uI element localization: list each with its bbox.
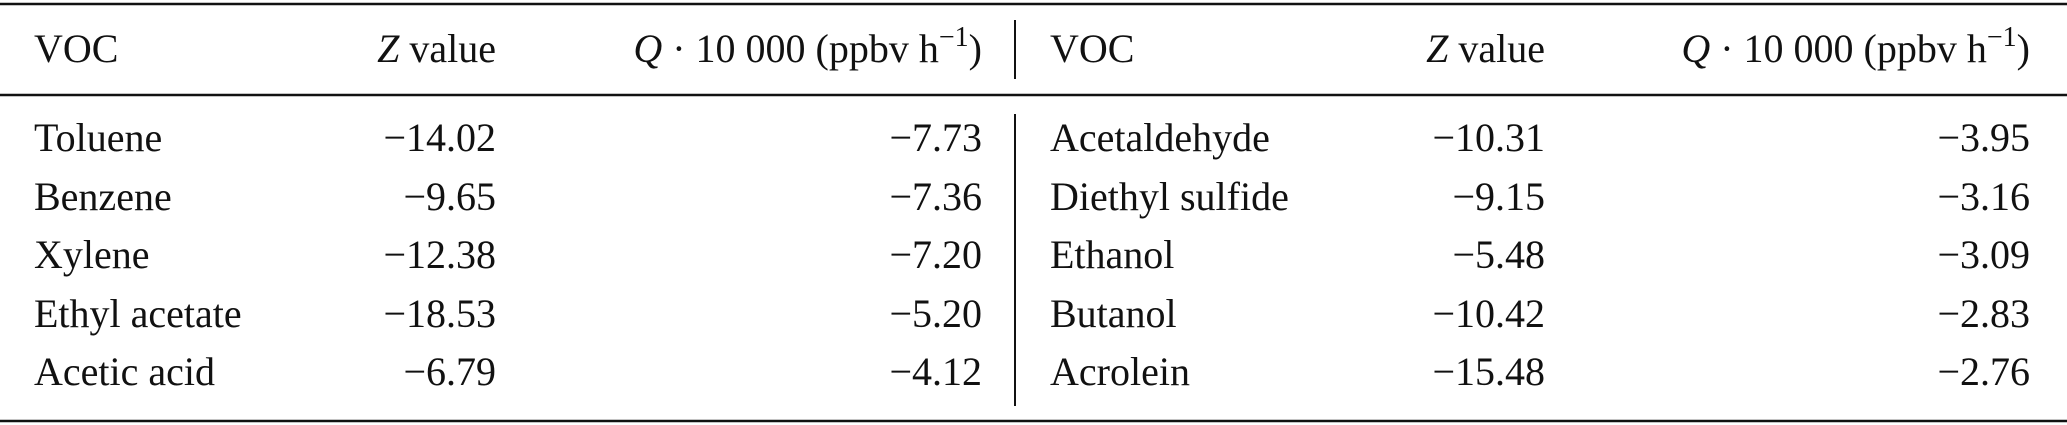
voc-name: Toluene (34, 115, 162, 160)
cell-value: −2.76 (1937, 349, 2030, 394)
cell-value: −9.15 (1452, 174, 1545, 219)
cell-value: −4.12 (889, 349, 982, 394)
header-symbol: Z (1426, 26, 1449, 71)
header-cell: Q · 10 000 (ppbv h−1) (633, 22, 982, 71)
header-superscript: −1 (939, 22, 969, 53)
header-symbol: Z (377, 26, 400, 71)
header-text: value (409, 26, 496, 71)
voc-name: Ethanol (1050, 232, 1174, 277)
voc-name: Benzene (34, 174, 172, 219)
header-text: value (1458, 26, 1545, 71)
header-superscript: −1 (1987, 22, 2017, 53)
cell-value: −10.31 (1432, 115, 1545, 160)
voc-name: Diethyl sulfide (1050, 174, 1289, 219)
cell-value: −5.20 (889, 291, 982, 336)
cell-value: −7.73 (889, 115, 982, 160)
voc-name: Acrolein (1050, 349, 1190, 394)
header-closing: ) (969, 26, 982, 71)
header-text: · 10 000 (ppbv h (1720, 26, 1987, 71)
cell-value: −3.09 (1937, 232, 2030, 277)
cell-value: −3.95 (1937, 115, 2030, 160)
cell-value: −7.20 (889, 232, 982, 277)
cell-value: −14.02 (383, 115, 496, 160)
header-closing: ) (2017, 26, 2030, 71)
header-text: · 10 000 (ppbv h (672, 26, 939, 71)
header-symbol: Q (633, 26, 662, 71)
cell-value: −7.36 (889, 174, 982, 219)
cell-value: −12.38 (383, 232, 496, 277)
voc-name: Acetaldehyde (1050, 115, 1270, 160)
cell-value: −10.42 (1432, 291, 1545, 336)
header-symbol: Q (1681, 26, 1710, 71)
cell-value: −2.83 (1937, 291, 2030, 336)
cell-value: −3.16 (1937, 174, 2030, 219)
cell-value: −15.48 (1432, 349, 1545, 394)
cell-value: −18.53 (383, 291, 496, 336)
voc-name: Butanol (1050, 291, 1177, 336)
header-cell: VOC (34, 26, 118, 71)
header-cell: Q · 10 000 (ppbv h−1) (1681, 22, 2030, 71)
voc-name: Ethyl acetate (34, 291, 242, 336)
cell-value: −9.65 (403, 174, 496, 219)
header-cell: VOC (1050, 26, 1134, 71)
voc-name: Acetic acid (34, 349, 215, 394)
voc-name: Xylene (34, 232, 150, 277)
cell-value: −6.79 (403, 349, 496, 394)
cell-value: −5.48 (1452, 232, 1545, 277)
